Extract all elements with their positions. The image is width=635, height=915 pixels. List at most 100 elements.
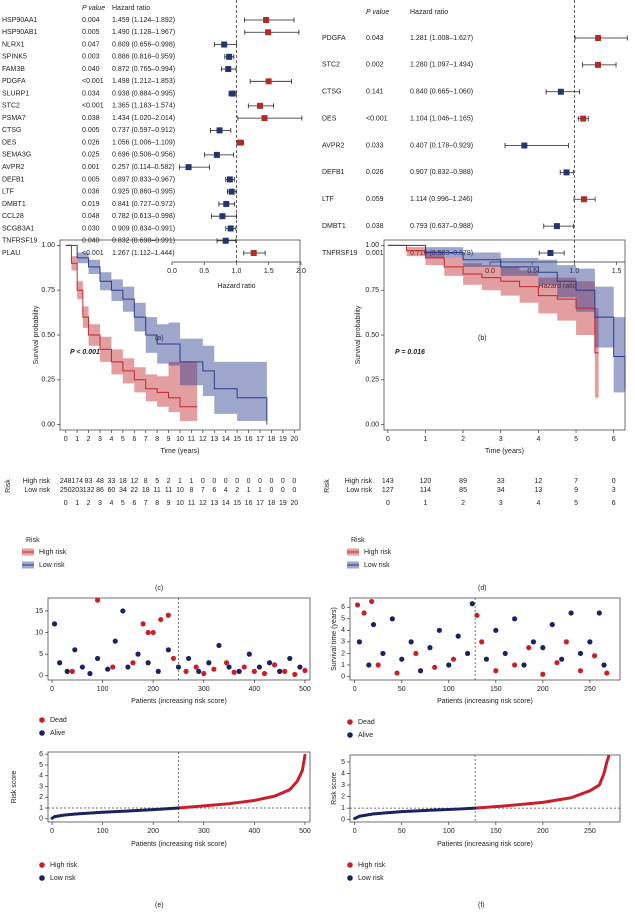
- patient-point: [554, 660, 560, 666]
- hazard-ratio-label: 0.716 (0.583–0.879): [410, 250, 473, 257]
- gene-label: HSP90AB1: [2, 29, 38, 36]
- x-axis-label: Patients (increasing risk score): [131, 841, 227, 848]
- risk-table-time: 17: [256, 500, 264, 507]
- patient-point: [469, 601, 475, 607]
- patient-point: [399, 656, 405, 662]
- y-tick-label: 1: [341, 662, 345, 669]
- gene-label: DEFB1: [322, 169, 345, 176]
- hazard-ratio-label: 0.793 (0.637–0.988): [410, 223, 473, 230]
- hazard-ratio-label: 0.696 (0.506–0.956): [112, 152, 175, 159]
- patient-point: [140, 621, 146, 627]
- gene-label: AVPR2: [2, 164, 25, 171]
- p-value: 0.030: [82, 225, 100, 232]
- hazard-ratio-marker: [580, 115, 587, 122]
- y-tick-label: 1.00: [41, 242, 55, 249]
- confidence-interval: [574, 35, 628, 41]
- x-tick-label: 15: [233, 436, 241, 443]
- x-tick-label: 100: [443, 686, 455, 693]
- p-value: 0.047: [82, 41, 100, 48]
- gene-label: DMBT1: [322, 223, 346, 230]
- patient-point: [530, 639, 537, 645]
- risk-count: 2: [235, 487, 239, 494]
- patient-point: [587, 639, 593, 645]
- hazard-ratio-label: 1.434 (1.020–2.014): [112, 115, 175, 122]
- plot-frame: [47, 751, 311, 823]
- risk-count: 7: [201, 487, 205, 494]
- y-tick-label: 1: [341, 805, 345, 812]
- p-value: 0.005: [82, 127, 100, 134]
- patient-point: [130, 660, 136, 666]
- patient-point: [110, 664, 116, 670]
- patient-point: [521, 662, 527, 668]
- y-tick-label: 3: [341, 782, 345, 789]
- hazard-ratio-marker: [595, 61, 601, 68]
- risk-table-time: 19: [279, 500, 287, 507]
- risk-count: 4: [224, 487, 228, 494]
- hazard-ratio-marker: [553, 223, 560, 230]
- patient-point: [596, 610, 602, 616]
- legend-title: Risk: [351, 537, 365, 544]
- gene-label: HSP90AA1: [2, 17, 38, 24]
- hazard-ratio-marker: [547, 250, 554, 256]
- y-axis-label: Survival probability: [355, 305, 362, 364]
- legend-label: High risk: [39, 549, 67, 556]
- patient-point: [568, 610, 574, 616]
- plot-frame: [47, 597, 311, 681]
- patient-point: [455, 633, 461, 639]
- risk-count: 60: [108, 487, 116, 494]
- x-tick-label: 20: [290, 436, 298, 443]
- legend-label: High risk: [358, 862, 386, 869]
- x-tick-label: 100: [97, 828, 109, 835]
- patient-point: [366, 662, 372, 668]
- confidence-interval: [244, 29, 300, 35]
- p-value: 0.001: [366, 250, 384, 257]
- risk-count: 33: [108, 478, 116, 485]
- patient-point: [266, 660, 273, 666]
- patient-point: [251, 668, 257, 674]
- gene-label: AVPR2: [322, 142, 345, 149]
- p-value-annotation: P < 0.001: [70, 349, 100, 356]
- risk-count: 33: [497, 478, 505, 485]
- risk-score-curve: [473, 754, 611, 810]
- legend-label: Alive: [50, 730, 65, 737]
- p-value: 0.026: [82, 139, 100, 146]
- y-tick-label: 5: [39, 651, 43, 658]
- risk-table-row-label: Low risk: [24, 487, 50, 494]
- panel-label: (f): [478, 902, 485, 909]
- patient-point: [408, 639, 414, 645]
- hazard-ratio-label: 0.809 (0.656–0.998): [112, 41, 175, 48]
- hazard-ratio-marker: [225, 66, 232, 73]
- y-tick-label: 0.50: [41, 332, 55, 339]
- hazard-ratio-label: 0.897 (0.833–0.967): [112, 176, 175, 183]
- patient-point: [145, 660, 151, 666]
- hazard-ratio-marker: [563, 169, 570, 176]
- risk-score-curve: [50, 806, 180, 820]
- x-tick-label: 0.5: [527, 268, 537, 275]
- patient-point: [450, 656, 457, 662]
- x-tick-label: 0: [50, 686, 54, 693]
- gene-label: CCL28: [2, 213, 24, 220]
- hazard-ratio-label: 1.267 (1.112–1.444): [112, 250, 175, 257]
- legend-label: High risk: [50, 862, 78, 869]
- p-value: <0.001: [366, 115, 388, 122]
- p-value: 0.033: [366, 142, 384, 149]
- legend-label: Dead: [50, 717, 67, 724]
- x-axis-label: Patients (increasing risk score): [437, 698, 533, 705]
- gene-label: CTSG: [2, 127, 21, 134]
- legend-marker: [347, 719, 353, 725]
- y-tick-label: 6: [39, 751, 43, 758]
- patient-point: [361, 610, 367, 616]
- x-tick-label: 5: [121, 436, 125, 443]
- y-tick-label: 1.00: [365, 242, 379, 249]
- risk-count: 18: [142, 487, 150, 494]
- patient-point: [559, 656, 565, 662]
- y-tick-label: 1: [39, 805, 43, 812]
- patient-point: [479, 639, 485, 645]
- hazard-ratio-label: 0.886 (0.818–0.959): [112, 54, 175, 61]
- hazard-ratio-marker: [226, 176, 233, 183]
- x-tick-label: 50: [398, 828, 406, 835]
- patient-point: [79, 664, 85, 670]
- risk-table-time: 8: [155, 500, 159, 507]
- risk-count: 1: [189, 478, 193, 485]
